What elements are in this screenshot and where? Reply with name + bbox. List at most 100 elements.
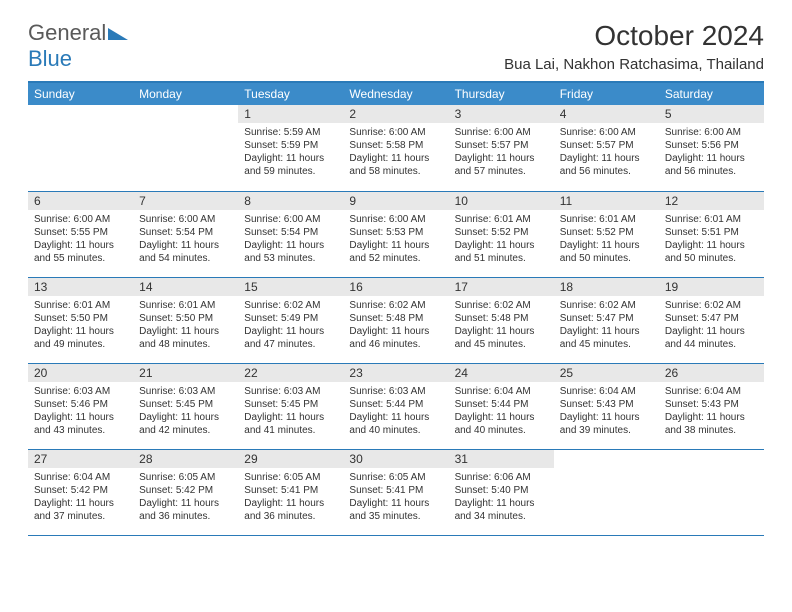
day-content: Sunrise: 6:04 AMSunset: 5:43 PMDaylight:… xyxy=(659,382,764,440)
day-content: Sunrise: 6:01 AMSunset: 5:50 PMDaylight:… xyxy=(133,296,238,354)
day-number: 28 xyxy=(133,450,238,468)
day-content: Sunrise: 6:02 AMSunset: 5:48 PMDaylight:… xyxy=(449,296,554,354)
day-content: Sunrise: 5:59 AMSunset: 5:59 PMDaylight:… xyxy=(238,123,343,181)
day-content: Sunrise: 6:00 AMSunset: 5:54 PMDaylight:… xyxy=(238,210,343,268)
weekday-header: Saturday xyxy=(659,82,764,105)
day-content: Sunrise: 6:02 AMSunset: 5:48 PMDaylight:… xyxy=(343,296,448,354)
calendar-day-cell: 14Sunrise: 6:01 AMSunset: 5:50 PMDayligh… xyxy=(133,277,238,363)
day-content: Sunrise: 6:00 AMSunset: 5:54 PMDaylight:… xyxy=(133,210,238,268)
weekday-header: Wednesday xyxy=(343,82,448,105)
calendar-day-cell: 15Sunrise: 6:02 AMSunset: 5:49 PMDayligh… xyxy=(238,277,343,363)
calendar-day-cell: 11Sunrise: 6:01 AMSunset: 5:52 PMDayligh… xyxy=(554,191,659,277)
day-content: Sunrise: 6:02 AMSunset: 5:47 PMDaylight:… xyxy=(659,296,764,354)
day-number: 5 xyxy=(659,105,764,123)
day-content: Sunrise: 6:03 AMSunset: 5:46 PMDaylight:… xyxy=(28,382,133,440)
calendar-day-cell: 30Sunrise: 6:05 AMSunset: 5:41 PMDayligh… xyxy=(343,449,448,535)
calendar-day-cell: 1Sunrise: 5:59 AMSunset: 5:59 PMDaylight… xyxy=(238,105,343,191)
calendar-day-cell: 13Sunrise: 6:01 AMSunset: 5:50 PMDayligh… xyxy=(28,277,133,363)
day-content: Sunrise: 6:00 AMSunset: 5:58 PMDaylight:… xyxy=(343,123,448,181)
day-content: Sunrise: 6:00 AMSunset: 5:57 PMDaylight:… xyxy=(554,123,659,181)
logo: GeneralBlue xyxy=(28,20,128,72)
day-number: 22 xyxy=(238,364,343,382)
day-number: 21 xyxy=(133,364,238,382)
day-content: Sunrise: 6:03 AMSunset: 5:45 PMDaylight:… xyxy=(133,382,238,440)
day-number: 16 xyxy=(343,278,448,296)
weekday-header-row: SundayMondayTuesdayWednesdayThursdayFrid… xyxy=(28,82,764,105)
calendar-day-cell xyxy=(659,449,764,535)
day-content: Sunrise: 6:02 AMSunset: 5:49 PMDaylight:… xyxy=(238,296,343,354)
day-content: Sunrise: 6:04 AMSunset: 5:44 PMDaylight:… xyxy=(449,382,554,440)
calendar-day-cell: 23Sunrise: 6:03 AMSunset: 5:44 PMDayligh… xyxy=(343,363,448,449)
day-number: 19 xyxy=(659,278,764,296)
day-content: Sunrise: 6:00 AMSunset: 5:53 PMDaylight:… xyxy=(343,210,448,268)
weekday-header: Friday xyxy=(554,82,659,105)
day-number: 4 xyxy=(554,105,659,123)
day-content: Sunrise: 6:00 AMSunset: 5:56 PMDaylight:… xyxy=(659,123,764,181)
calendar-day-cell: 4Sunrise: 6:00 AMSunset: 5:57 PMDaylight… xyxy=(554,105,659,191)
calendar-day-cell: 12Sunrise: 6:01 AMSunset: 5:51 PMDayligh… xyxy=(659,191,764,277)
day-number: 17 xyxy=(449,278,554,296)
calendar-body: 1Sunrise: 5:59 AMSunset: 5:59 PMDaylight… xyxy=(28,105,764,535)
day-content: Sunrise: 6:00 AMSunset: 5:57 PMDaylight:… xyxy=(449,123,554,181)
day-content: Sunrise: 6:01 AMSunset: 5:50 PMDaylight:… xyxy=(28,296,133,354)
day-number: 1 xyxy=(238,105,343,123)
day-number: 18 xyxy=(554,278,659,296)
calendar-week-row: 20Sunrise: 6:03 AMSunset: 5:46 PMDayligh… xyxy=(28,363,764,449)
day-content: Sunrise: 6:00 AMSunset: 5:55 PMDaylight:… xyxy=(28,210,133,268)
day-number: 6 xyxy=(28,192,133,210)
weekday-header: Thursday xyxy=(449,82,554,105)
day-content: Sunrise: 6:03 AMSunset: 5:44 PMDaylight:… xyxy=(343,382,448,440)
calendar-day-cell: 2Sunrise: 6:00 AMSunset: 5:58 PMDaylight… xyxy=(343,105,448,191)
calendar-day-cell: 7Sunrise: 6:00 AMSunset: 5:54 PMDaylight… xyxy=(133,191,238,277)
calendar-week-row: 27Sunrise: 6:04 AMSunset: 5:42 PMDayligh… xyxy=(28,449,764,535)
calendar-day-cell: 10Sunrise: 6:01 AMSunset: 5:52 PMDayligh… xyxy=(449,191,554,277)
calendar-day-cell: 3Sunrise: 6:00 AMSunset: 5:57 PMDaylight… xyxy=(449,105,554,191)
calendar-day-cell xyxy=(554,449,659,535)
day-content: Sunrise: 6:05 AMSunset: 5:41 PMDaylight:… xyxy=(343,468,448,526)
day-number: 14 xyxy=(133,278,238,296)
logo-general: General xyxy=(28,20,106,45)
day-content: Sunrise: 6:01 AMSunset: 5:52 PMDaylight:… xyxy=(554,210,659,268)
calendar-day-cell: 6Sunrise: 6:00 AMSunset: 5:55 PMDaylight… xyxy=(28,191,133,277)
day-number: 7 xyxy=(133,192,238,210)
day-content: Sunrise: 6:04 AMSunset: 5:42 PMDaylight:… xyxy=(28,468,133,526)
calendar-day-cell: 24Sunrise: 6:04 AMSunset: 5:44 PMDayligh… xyxy=(449,363,554,449)
logo-blue: Blue xyxy=(28,46,72,71)
calendar-day-cell: 5Sunrise: 6:00 AMSunset: 5:56 PMDaylight… xyxy=(659,105,764,191)
day-number: 30 xyxy=(343,450,448,468)
day-number: 27 xyxy=(28,450,133,468)
day-content: Sunrise: 6:03 AMSunset: 5:45 PMDaylight:… xyxy=(238,382,343,440)
day-content: Sunrise: 6:01 AMSunset: 5:51 PMDaylight:… xyxy=(659,210,764,268)
day-content: Sunrise: 6:05 AMSunset: 5:42 PMDaylight:… xyxy=(133,468,238,526)
day-number: 29 xyxy=(238,450,343,468)
day-number: 11 xyxy=(554,192,659,210)
day-content: Sunrise: 6:06 AMSunset: 5:40 PMDaylight:… xyxy=(449,468,554,526)
day-number: 25 xyxy=(554,364,659,382)
weekday-header: Tuesday xyxy=(238,82,343,105)
weekday-header: Sunday xyxy=(28,82,133,105)
day-number: 10 xyxy=(449,192,554,210)
logo-text: GeneralBlue xyxy=(28,20,128,72)
header: GeneralBlue October 2024 Bua Lai, Nakhon… xyxy=(28,20,764,73)
calendar-day-cell xyxy=(28,105,133,191)
page-title: October 2024 xyxy=(504,20,764,52)
calendar-week-row: 6Sunrise: 6:00 AMSunset: 5:55 PMDaylight… xyxy=(28,191,764,277)
calendar-day-cell: 29Sunrise: 6:05 AMSunset: 5:41 PMDayligh… xyxy=(238,449,343,535)
calendar-day-cell: 26Sunrise: 6:04 AMSunset: 5:43 PMDayligh… xyxy=(659,363,764,449)
day-number: 13 xyxy=(28,278,133,296)
calendar-day-cell: 16Sunrise: 6:02 AMSunset: 5:48 PMDayligh… xyxy=(343,277,448,363)
day-number: 3 xyxy=(449,105,554,123)
day-content: Sunrise: 6:01 AMSunset: 5:52 PMDaylight:… xyxy=(449,210,554,268)
day-number: 12 xyxy=(659,192,764,210)
calendar-day-cell: 17Sunrise: 6:02 AMSunset: 5:48 PMDayligh… xyxy=(449,277,554,363)
title-block: October 2024 Bua Lai, Nakhon Ratchasima,… xyxy=(504,20,764,73)
calendar-day-cell xyxy=(133,105,238,191)
day-content: Sunrise: 6:02 AMSunset: 5:47 PMDaylight:… xyxy=(554,296,659,354)
calendar-week-row: 1Sunrise: 5:59 AMSunset: 5:59 PMDaylight… xyxy=(28,105,764,191)
calendar-day-cell: 27Sunrise: 6:04 AMSunset: 5:42 PMDayligh… xyxy=(28,449,133,535)
calendar-day-cell: 19Sunrise: 6:02 AMSunset: 5:47 PMDayligh… xyxy=(659,277,764,363)
day-content: Sunrise: 6:04 AMSunset: 5:43 PMDaylight:… xyxy=(554,382,659,440)
day-number: 8 xyxy=(238,192,343,210)
day-number: 9 xyxy=(343,192,448,210)
calendar-day-cell: 22Sunrise: 6:03 AMSunset: 5:45 PMDayligh… xyxy=(238,363,343,449)
